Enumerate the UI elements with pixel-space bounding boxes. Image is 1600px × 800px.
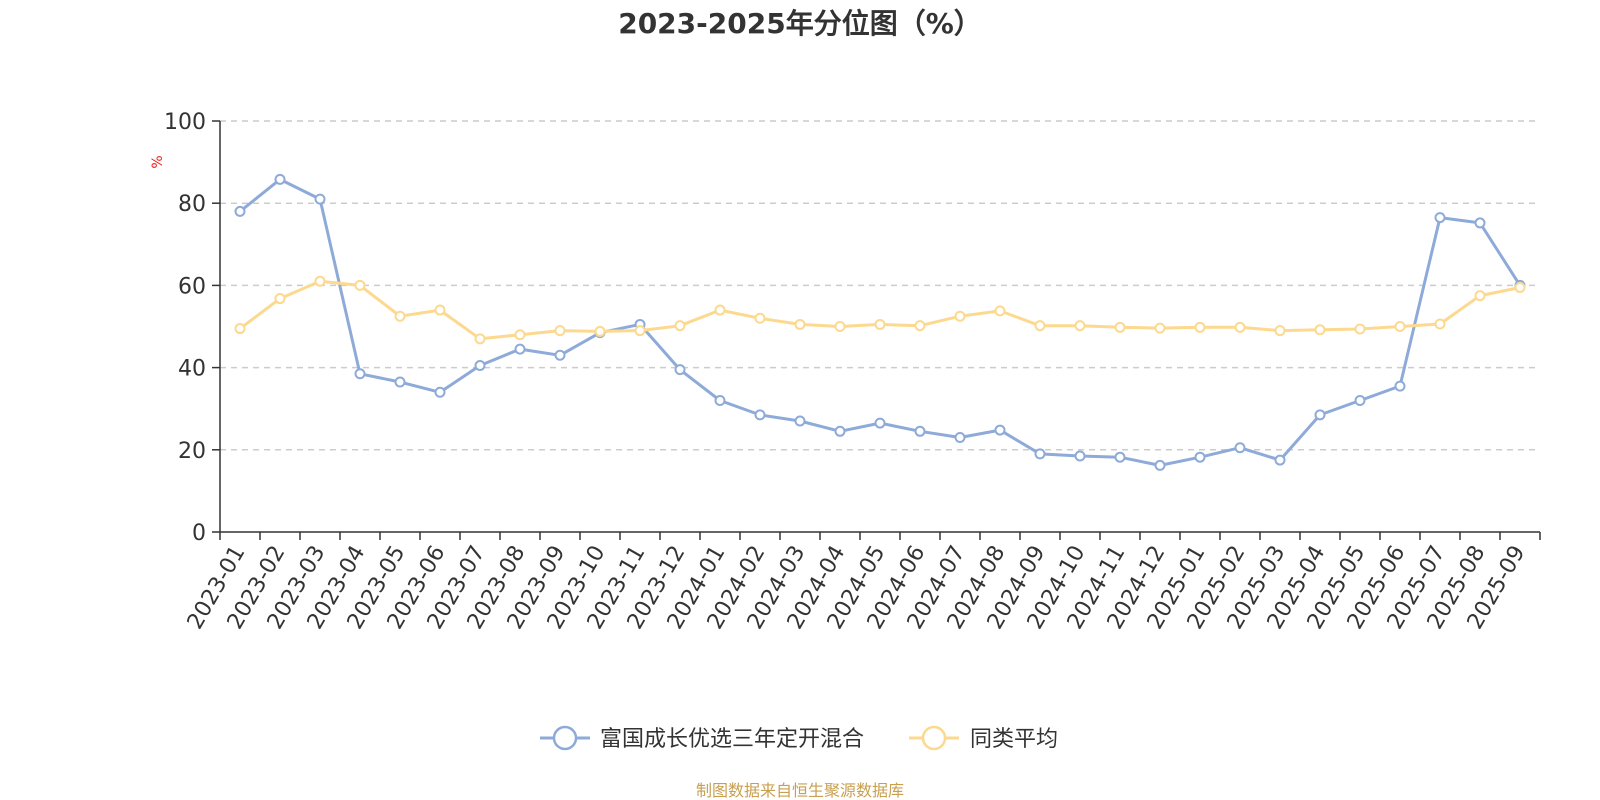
legend-circle-swatch <box>921 725 947 751</box>
series-line-1 <box>239 279 1521 341</box>
data-point[interactable] <box>914 425 926 437</box>
data-point[interactable] <box>1154 459 1166 471</box>
data-point[interactable] <box>474 360 486 372</box>
data-point[interactable] <box>1474 217 1486 229</box>
data-point[interactable] <box>274 293 286 305</box>
data-point[interactable] <box>1154 322 1166 334</box>
y-tick-label: 0 <box>192 521 206 546</box>
y-tick-label: 100 <box>164 110 206 135</box>
y-tick-label: 60 <box>178 274 206 299</box>
data-point[interactable] <box>994 424 1006 436</box>
data-point[interactable] <box>794 415 806 427</box>
data-point[interactable] <box>354 368 366 380</box>
series-lines <box>234 173 1526 471</box>
legend-label: 富国成长优选三年定开混合 <box>600 727 864 752</box>
data-point[interactable] <box>1394 321 1406 332</box>
data-point[interactable] <box>354 279 366 291</box>
data-point[interactable] <box>1274 325 1286 337</box>
data-point[interactable] <box>234 205 246 217</box>
data-point[interactable] <box>834 425 846 437</box>
data-point[interactable] <box>514 329 526 341</box>
data-point[interactable] <box>1194 451 1206 463</box>
data-point[interactable] <box>594 325 606 337</box>
data-point[interactable] <box>274 173 286 185</box>
legend[interactable]: 富国成长优选三年定开混合 同类平均 <box>540 725 1058 752</box>
legend-circle-swatch <box>552 725 578 751</box>
data-point[interactable] <box>1394 380 1406 392</box>
legend-item-0[interactable]: 富国成长优选三年定开混合 <box>540 725 864 752</box>
data-point[interactable] <box>554 349 566 361</box>
chart-title: 2023-2025年分位图（%） <box>618 7 982 40</box>
data-point[interactable] <box>834 321 846 332</box>
data-point[interactable] <box>1354 394 1366 406</box>
data-source-note: 制图数据来自恒生聚源数据库 <box>696 781 904 800</box>
data-point[interactable] <box>1514 281 1526 293</box>
data-point[interactable] <box>474 333 486 345</box>
data-point[interactable] <box>1354 323 1366 335</box>
data-point[interactable] <box>1234 442 1246 454</box>
data-point[interactable] <box>794 318 806 330</box>
data-point[interactable] <box>1074 450 1086 462</box>
legend-item-1[interactable]: 同类平均 <box>909 725 1058 752</box>
data-point[interactable] <box>754 312 766 324</box>
data-point[interactable] <box>434 304 446 316</box>
data-point[interactable] <box>1474 290 1486 302</box>
data-point[interactable] <box>954 310 966 322</box>
data-point[interactable] <box>674 364 686 376</box>
y-axis-unit-label: % <box>150 155 166 168</box>
grid-lines <box>220 120 1540 451</box>
data-point[interactable] <box>434 386 446 398</box>
data-point[interactable] <box>714 304 726 316</box>
y-tick-label: 40 <box>178 357 206 382</box>
data-point[interactable] <box>674 320 686 332</box>
data-point[interactable] <box>1074 320 1086 332</box>
axes: 0204060801002023-012023-022023-032023-04… <box>164 110 1541 634</box>
data-point[interactable] <box>1434 318 1446 330</box>
data-point[interactable] <box>874 318 886 330</box>
data-point[interactable] <box>314 193 326 205</box>
data-point[interactable] <box>754 409 766 421</box>
data-point[interactable] <box>1114 321 1126 333</box>
data-point[interactable] <box>314 275 326 287</box>
legend-label: 同类平均 <box>970 727 1058 752</box>
data-point[interactable] <box>1434 212 1446 224</box>
data-point[interactable] <box>394 310 406 322</box>
data-point[interactable] <box>1234 321 1246 333</box>
data-point[interactable] <box>554 325 566 337</box>
data-point[interactable] <box>914 320 926 332</box>
data-point[interactable] <box>1314 409 1326 421</box>
y-tick-label: 20 <box>178 439 206 464</box>
data-point[interactable] <box>1274 454 1286 466</box>
data-point[interactable] <box>1194 321 1206 333</box>
data-point[interactable] <box>714 394 726 406</box>
data-point[interactable] <box>1034 320 1046 332</box>
data-point[interactable] <box>394 376 406 388</box>
data-point[interactable] <box>874 417 886 429</box>
data-point[interactable] <box>954 431 966 443</box>
data-point[interactable] <box>1034 448 1046 460</box>
data-point[interactable] <box>634 325 646 337</box>
y-tick-label: 80 <box>178 192 206 217</box>
data-point[interactable] <box>1314 324 1326 336</box>
data-point[interactable] <box>514 343 526 355</box>
data-point[interactable] <box>1114 451 1126 463</box>
data-point[interactable] <box>994 305 1006 317</box>
data-point[interactable] <box>234 323 246 335</box>
